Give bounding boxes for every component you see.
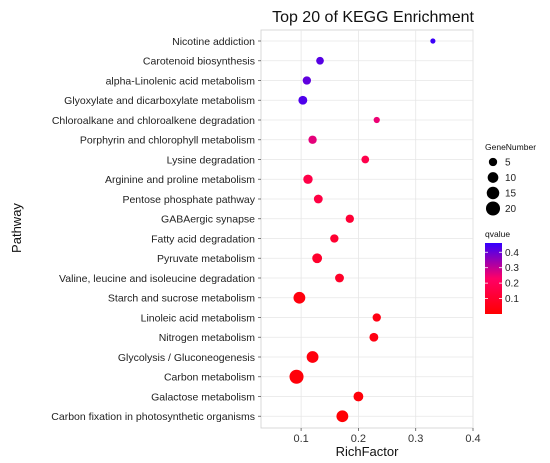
data-point <box>293 291 306 304</box>
y-tick-label: Lysine degradation <box>167 154 256 166</box>
color-legend-label: 0.2 <box>505 279 519 290</box>
size-legend-label: 5 <box>505 158 511 169</box>
data-point <box>308 135 317 144</box>
data-point <box>361 155 370 164</box>
data-point <box>369 332 379 342</box>
y-tick-label: Carbon fixation in photosynthetic organi… <box>51 411 255 423</box>
size-legend-marker <box>487 172 499 183</box>
y-tick-label: alpha-Linolenic acid metabolism <box>106 75 256 87</box>
x-tick-label: 0.2 <box>351 433 366 445</box>
data-point <box>372 313 381 322</box>
data-point <box>373 116 380 124</box>
y-tick-label: Chloroalkane and chloroalkene degradatio… <box>52 115 255 127</box>
size-legend-marker <box>486 186 500 200</box>
data-point <box>353 391 364 402</box>
y-tick-label: Arginine and proline metabolism <box>105 174 255 186</box>
y-tick-label: Pentose phosphate pathway <box>122 194 255 206</box>
y-axis-title: Pathway <box>9 203 24 253</box>
color-legend-label: 0.3 <box>505 263 519 274</box>
x-tick-label: 0.4 <box>465 433 480 445</box>
y-tick-label: Glycolysis / Gluconeogenesis <box>118 352 255 364</box>
y-tick-label: Glyoxylate and dicarboxylate metabolism <box>64 95 255 107</box>
y-tick-label: Fatty acid degradation <box>151 233 255 245</box>
size-legend-label: 15 <box>505 189 517 200</box>
y-tick-label: Carbon metabolism <box>164 372 255 384</box>
y-tick-label: Pyruvate metabolism <box>157 253 255 265</box>
color-legend-bar <box>485 243 502 314</box>
size-legend-marker <box>488 157 498 167</box>
data-point <box>430 38 436 44</box>
size-legend-title: GeneNumber <box>485 142 536 152</box>
data-points <box>289 38 436 423</box>
chart-title: Top 20 of KEGG Enrichment <box>272 9 474 26</box>
y-tick-label: Galactose metabolism <box>151 391 255 403</box>
size-legend-marker <box>485 201 501 216</box>
data-point <box>306 351 319 363</box>
size-legend-label: 20 <box>505 204 517 215</box>
data-point <box>289 369 304 384</box>
y-tick-label: Linoleic acid metabolism <box>141 312 256 324</box>
y-tick-label: Porphyrin and chlorophyll metabolism <box>80 135 255 147</box>
data-point <box>313 194 323 204</box>
plot-panel <box>260 29 474 429</box>
data-point <box>330 234 339 243</box>
x-tick-labels: 0.1 0.2 0.3 0.4 <box>293 428 481 445</box>
y-tick-labels: Nicotine addiction Carotenoid biosynthesi… <box>51 36 261 423</box>
y-tick-label: Starch and sucrose metabolism <box>108 293 255 305</box>
y-tick-label: GABAergic synapse <box>161 214 255 226</box>
x-axis-title: RichFactor <box>336 444 400 459</box>
size-legend-label: 10 <box>505 173 517 184</box>
data-point <box>336 410 349 423</box>
data-point <box>312 253 323 264</box>
data-point <box>302 76 311 85</box>
data-point <box>303 174 313 184</box>
size-legend: GeneNumber 5 10 15 20 <box>485 142 536 216</box>
x-tick-label: 0.3 <box>408 433 423 445</box>
y-tick-label: Carotenoid biosynthesis <box>143 56 255 68</box>
y-tick-label: Valine, leucine and isoleucine degradati… <box>59 273 255 285</box>
data-point <box>345 214 354 223</box>
y-tick-label: Nitrogen metabolism <box>159 332 256 344</box>
y-tick-label: Nicotine addiction <box>172 36 255 48</box>
data-point <box>335 273 344 283</box>
color-legend: qvalue 0.4 0.3 0.2 0.1 <box>485 229 519 314</box>
color-legend-title: qvalue <box>485 229 510 239</box>
color-legend-label: 0.1 <box>505 294 519 305</box>
x-tick-label: 0.1 <box>293 433 308 445</box>
grid-lines <box>261 30 474 428</box>
data-point <box>316 56 324 65</box>
color-legend-label: 0.4 <box>505 248 519 259</box>
data-point <box>298 95 308 105</box>
